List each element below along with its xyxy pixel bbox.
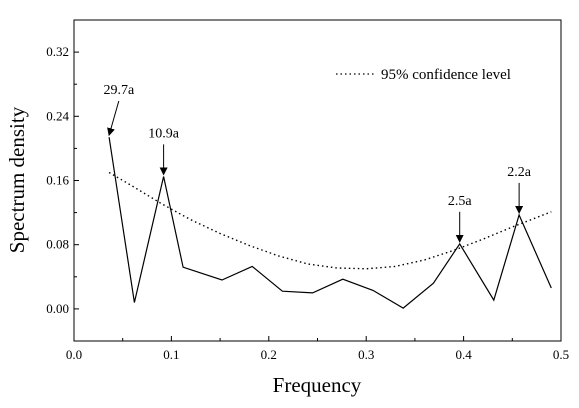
y-tick-label: 0.00 <box>46 301 69 316</box>
x-axis-label: Frequency <box>273 373 362 397</box>
x-tick-label: 0.0 <box>66 347 82 362</box>
x-tick-label: 0.3 <box>358 347 374 362</box>
annotation-label: 29.7a <box>103 83 135 98</box>
annotation-layer: 29.7a 10.9a 2.5a 2.2a <box>103 83 532 243</box>
y-tick-label: 0.24 <box>46 108 69 123</box>
y-tick-label: 0.32 <box>46 44 69 59</box>
annotation-label: 10.9a <box>148 126 180 141</box>
y-tick-label: 0.16 <box>46 173 69 188</box>
annotation-label: 2.2a <box>507 165 532 180</box>
legend: 95% confidence level <box>336 67 511 83</box>
x-tick-label: 0.2 <box>261 347 277 362</box>
x-tick-label: 0.5 <box>553 347 569 362</box>
x-axis-ticks: 0.0 0.1 0.2 0.3 0.4 0.5 <box>66 336 569 362</box>
y-axis-label: Spectrum density <box>5 106 29 253</box>
x-tick-label: 0.4 <box>455 347 472 362</box>
annotation-label: 2.5a <box>448 194 473 209</box>
legend-label-confidence: 95% confidence level <box>381 67 511 83</box>
spectrum-line <box>108 137 552 309</box>
y-tick-label: 0.08 <box>46 237 69 252</box>
confidence-level-line <box>108 171 552 270</box>
series-layer <box>108 137 552 309</box>
x-tick-label: 0.1 <box>163 347 179 362</box>
y-axis-ticks: 0.00 0.08 0.16 0.24 0.32 <box>46 44 79 316</box>
annotation-arrow <box>107 100 120 137</box>
